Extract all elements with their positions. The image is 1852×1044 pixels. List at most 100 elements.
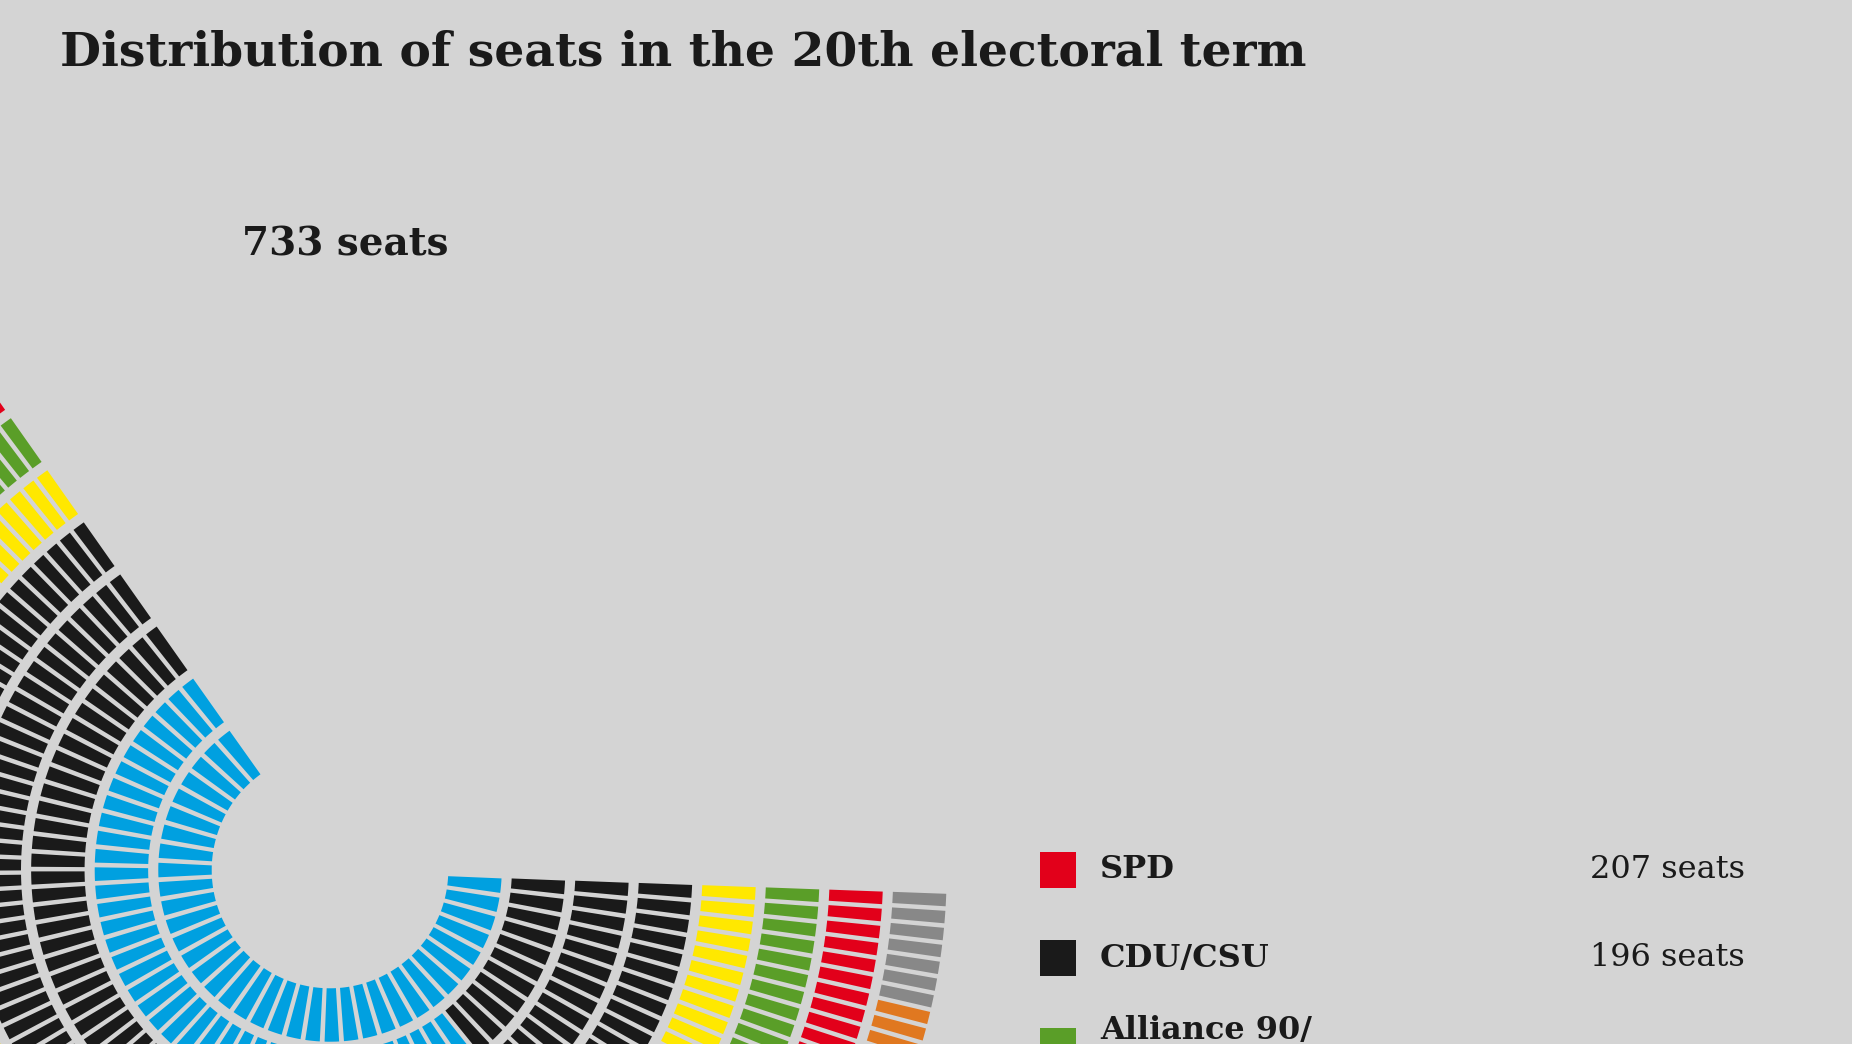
Wedge shape [104,1030,156,1044]
Wedge shape [72,995,128,1038]
Wedge shape [507,892,565,914]
Wedge shape [39,782,96,810]
Wedge shape [419,936,472,982]
Wedge shape [109,936,167,971]
Wedge shape [572,894,628,916]
Wedge shape [535,991,591,1031]
Wedge shape [726,1036,783,1044]
Wedge shape [828,888,883,905]
Wedge shape [159,995,209,1044]
Wedge shape [43,942,100,973]
Wedge shape [882,968,939,992]
Wedge shape [39,928,96,956]
Wedge shape [98,811,156,837]
Wedge shape [454,992,504,1042]
Wedge shape [622,955,680,986]
Wedge shape [135,973,189,1018]
Wedge shape [465,981,517,1028]
Wedge shape [761,917,819,938]
Wedge shape [19,1029,74,1044]
Wedge shape [748,977,806,1005]
Wedge shape [598,1011,654,1044]
Wedge shape [489,946,544,983]
Wedge shape [439,901,496,932]
Wedge shape [891,891,948,907]
Wedge shape [826,904,883,923]
Wedge shape [498,1038,548,1044]
Wedge shape [0,448,7,500]
Wedge shape [7,490,56,542]
Wedge shape [582,1036,635,1044]
Wedge shape [543,978,600,1017]
Wedge shape [15,673,70,715]
Wedge shape [106,660,156,708]
Wedge shape [0,501,44,552]
Wedge shape [72,521,117,574]
Wedge shape [0,618,30,662]
Wedge shape [733,1021,791,1044]
Wedge shape [0,537,11,585]
Wedge shape [144,624,189,679]
Wedge shape [131,729,185,772]
Wedge shape [202,949,252,999]
Text: Alliance 90/: Alliance 90/ [1100,1015,1311,1044]
Wedge shape [170,916,228,953]
Wedge shape [30,834,87,854]
Wedge shape [113,759,170,797]
Wedge shape [102,793,159,824]
Wedge shape [35,469,80,522]
Wedge shape [165,805,222,836]
Wedge shape [126,962,181,1003]
Wedge shape [202,1022,243,1044]
Wedge shape [0,437,19,490]
Bar [1041,1028,1076,1044]
Wedge shape [0,990,52,1025]
Wedge shape [0,947,35,976]
Wedge shape [157,843,215,862]
Wedge shape [878,983,935,1009]
Wedge shape [191,939,243,986]
Wedge shape [635,897,693,917]
Wedge shape [667,1016,722,1044]
Wedge shape [122,743,178,784]
Wedge shape [0,427,31,479]
Wedge shape [0,903,26,925]
Wedge shape [93,1019,144,1044]
Bar [1041,852,1076,888]
Wedge shape [248,973,285,1029]
Wedge shape [428,925,482,967]
Wedge shape [659,1029,717,1044]
Wedge shape [700,884,757,901]
Text: 207 seats: 207 seats [1591,854,1745,885]
Wedge shape [28,1042,81,1044]
Wedge shape [757,932,817,955]
Wedge shape [683,973,741,1003]
Wedge shape [44,765,102,797]
Wedge shape [7,689,63,729]
Wedge shape [556,951,613,984]
Wedge shape [0,364,7,419]
Wedge shape [0,769,33,798]
Text: 196 seats: 196 seats [1591,943,1745,973]
Wedge shape [35,645,89,690]
Wedge shape [0,918,28,942]
Wedge shape [172,1005,220,1044]
Wedge shape [352,982,380,1040]
Wedge shape [0,736,44,769]
Wedge shape [394,1034,430,1044]
Wedge shape [637,881,693,899]
Wedge shape [63,982,120,1022]
Wedge shape [696,914,754,935]
Wedge shape [550,965,607,1000]
Wedge shape [0,524,20,573]
Wedge shape [0,962,41,993]
Wedge shape [81,594,130,645]
Wedge shape [743,992,802,1022]
Wedge shape [46,632,98,679]
Wedge shape [606,997,661,1034]
Wedge shape [57,618,107,667]
Wedge shape [180,928,235,970]
Wedge shape [739,1006,796,1039]
Wedge shape [813,980,870,1007]
Wedge shape [187,1014,232,1044]
